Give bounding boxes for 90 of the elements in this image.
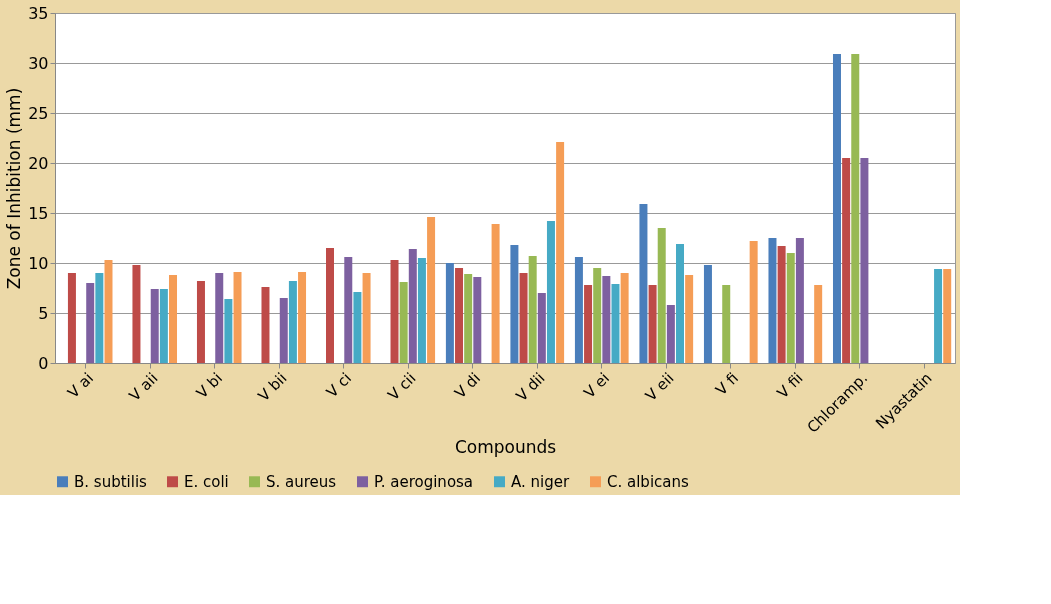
x-tick-label: V ei — [580, 369, 614, 402]
x-tick-label: V ci — [322, 369, 356, 402]
bar — [86, 283, 95, 363]
bar — [722, 285, 731, 363]
bar — [233, 272, 242, 363]
bar — [427, 217, 436, 363]
bar — [639, 204, 648, 363]
bar — [215, 273, 224, 363]
bar — [169, 275, 178, 363]
bar — [832, 54, 841, 363]
bar — [224, 299, 233, 363]
y-axis-title: Zone of Inhibition (mm) — [4, 87, 25, 290]
bar — [417, 258, 426, 363]
bar — [150, 289, 159, 363]
x-tick-label: V di — [451, 369, 485, 403]
x-tick-label: V cii — [384, 369, 420, 405]
bar — [353, 292, 362, 363]
y-tick-label: 5 — [38, 303, 49, 323]
bar — [593, 268, 602, 363]
bar — [473, 277, 482, 363]
bar — [399, 282, 408, 363]
bar — [95, 273, 104, 363]
bar — [537, 293, 546, 363]
bar — [584, 285, 593, 363]
legend-label: E. coli — [184, 472, 229, 491]
bar — [657, 228, 666, 363]
bar — [528, 256, 537, 363]
x-tick-label: V eii — [641, 369, 678, 405]
y-tick-label: 10 — [28, 253, 49, 273]
bar — [132, 265, 141, 363]
bar — [703, 265, 712, 363]
bar — [326, 248, 334, 363]
bar — [602, 276, 611, 363]
bar — [814, 285, 823, 363]
bar — [648, 285, 657, 363]
bar — [491, 224, 500, 363]
bar — [666, 305, 675, 363]
bar — [574, 257, 583, 363]
bar — [777, 246, 786, 363]
y-tick-label: 25 — [28, 103, 49, 123]
legend-label: P. aeroginosa — [374, 472, 474, 491]
y-tick-label: 0 — [38, 353, 49, 373]
bar — [860, 158, 869, 363]
legend-label: C. albicans — [607, 472, 689, 491]
x-tick-label: V fi — [712, 369, 743, 400]
y-tick-label: 35 — [28, 3, 49, 23]
bar — [934, 269, 943, 363]
x-tick-label: V ai — [64, 369, 97, 402]
bar — [556, 142, 565, 363]
bar — [298, 272, 307, 363]
x-tick-label: V bii — [254, 369, 291, 406]
bar — [362, 273, 371, 363]
bar — [676, 244, 684, 363]
bar — [611, 284, 620, 363]
legend-label: B. subtilis — [74, 472, 148, 491]
bar — [104, 260, 113, 363]
bar — [261, 287, 270, 363]
bar — [620, 273, 629, 363]
bar — [408, 249, 417, 363]
bar — [288, 281, 297, 363]
bar — [279, 298, 288, 363]
bar — [851, 54, 860, 363]
bar — [67, 273, 76, 363]
bar — [445, 263, 454, 363]
bar — [196, 281, 205, 363]
bar — [786, 253, 795, 363]
x-axis-title: Compounds — [454, 436, 557, 457]
x-tick-label: V aii — [125, 369, 162, 405]
bar — [685, 275, 694, 363]
bar — [842, 158, 851, 363]
x-tick-label: V bi — [192, 369, 226, 403]
bar — [749, 241, 758, 363]
x-tick-label: V fii — [773, 369, 807, 403]
y-tick-label: 15 — [28, 203, 49, 223]
bar — [546, 221, 555, 363]
bar — [943, 269, 952, 363]
x-tick-label: V dii — [512, 369, 549, 406]
bar — [519, 273, 528, 363]
bar — [159, 289, 168, 363]
legend-label: S. aureus — [266, 472, 337, 491]
bar — [455, 268, 464, 363]
bar — [510, 245, 519, 363]
bar — [390, 260, 399, 363]
y-tick-label: 20 — [28, 153, 49, 173]
bar — [795, 238, 804, 363]
bar — [768, 238, 777, 363]
y-tick-label: 30 — [28, 53, 49, 73]
bar — [464, 274, 473, 363]
legend-label: A. niger — [511, 472, 570, 491]
bar — [344, 257, 353, 363]
